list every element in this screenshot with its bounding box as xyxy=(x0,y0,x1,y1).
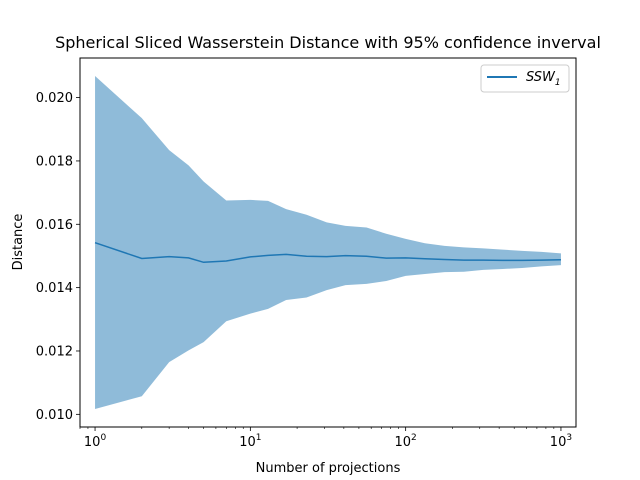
x-tick-label: 103 xyxy=(550,433,572,450)
plot-area xyxy=(94,76,561,409)
confidence-band xyxy=(95,76,561,409)
legend-label-base: SSW xyxy=(526,70,556,85)
y-tick-label: 0.014 xyxy=(36,281,73,296)
chart-title: Spherical Sliced Wasserstein Distance wi… xyxy=(55,33,601,52)
y-tick-label: 0.018 xyxy=(36,154,73,169)
legend-label-ssw1: SSW1 xyxy=(526,70,561,88)
y-tick-label: 0.010 xyxy=(36,408,73,423)
x-tick-label: 102 xyxy=(395,433,417,450)
y-tick-label: 0.020 xyxy=(36,91,73,106)
x-tick-label: 100 xyxy=(84,433,107,450)
axis-ticks: 100 101 102 103 0.010 0.012 0.014 0.016 0.018 0.0… xyxy=(36,91,572,450)
y-axis-label: Distance xyxy=(11,214,26,271)
legend-label-subscript: 1 xyxy=(555,78,561,88)
y-tick-label: 0.012 xyxy=(36,344,73,359)
axes-frame xyxy=(79,57,577,428)
x-tick-label: 101 xyxy=(239,433,261,450)
legend: SSW1 xyxy=(480,64,570,93)
legend-box xyxy=(480,64,570,93)
x-axis-label: Number of projections xyxy=(256,461,401,476)
y-tick-label: 0.016 xyxy=(36,218,73,233)
series-line-ssw1 xyxy=(94,241,561,264)
